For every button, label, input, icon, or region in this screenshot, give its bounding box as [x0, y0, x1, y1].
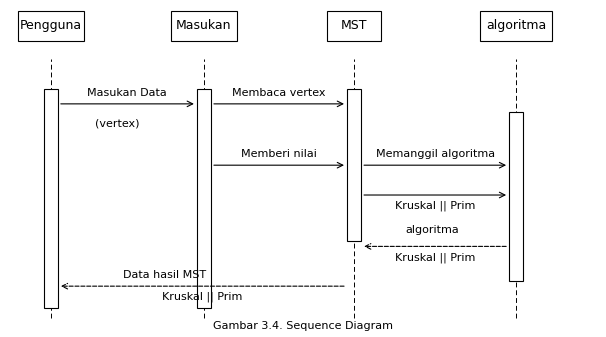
Bar — [327, 11, 381, 41]
Bar — [18, 11, 84, 41]
Text: Kruskal || Prim: Kruskal || Prim — [395, 201, 475, 211]
Text: Kruskal || Prim: Kruskal || Prim — [162, 292, 242, 302]
Text: Pengguna: Pengguna — [20, 20, 82, 32]
Text: Masukan Data: Masukan Data — [87, 88, 167, 98]
Text: algoritma: algoritma — [405, 225, 459, 235]
Text: (vertex): (vertex) — [95, 119, 139, 129]
Text: Memanggil algoritma: Memanggil algoritma — [376, 149, 494, 159]
Text: MST: MST — [341, 20, 367, 32]
Bar — [347, 89, 361, 241]
Text: Data hasil MST: Data hasil MST — [124, 270, 207, 280]
Bar — [509, 112, 524, 281]
Text: Masukan: Masukan — [176, 20, 231, 32]
Bar — [197, 89, 211, 308]
Text: Membaca vertex: Membaca vertex — [232, 88, 326, 98]
Text: Gambar 3.4. Sequence Diagram: Gambar 3.4. Sequence Diagram — [213, 321, 393, 331]
Text: algoritma: algoritma — [486, 20, 546, 32]
Bar — [171, 11, 237, 41]
Bar — [44, 89, 58, 308]
Bar — [480, 11, 552, 41]
Text: Memberi nilai: Memberi nilai — [241, 149, 317, 159]
Text: Kruskal || Prim: Kruskal || Prim — [395, 252, 475, 263]
